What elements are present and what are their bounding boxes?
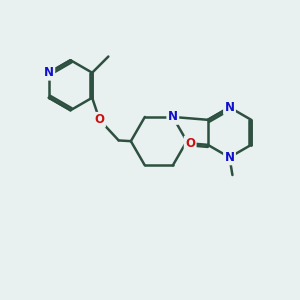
Text: O: O <box>185 137 195 150</box>
Text: N: N <box>168 110 178 123</box>
Text: N: N <box>44 66 54 79</box>
Text: N: N <box>224 151 235 164</box>
Text: O: O <box>94 113 104 126</box>
Text: N: N <box>224 101 235 114</box>
